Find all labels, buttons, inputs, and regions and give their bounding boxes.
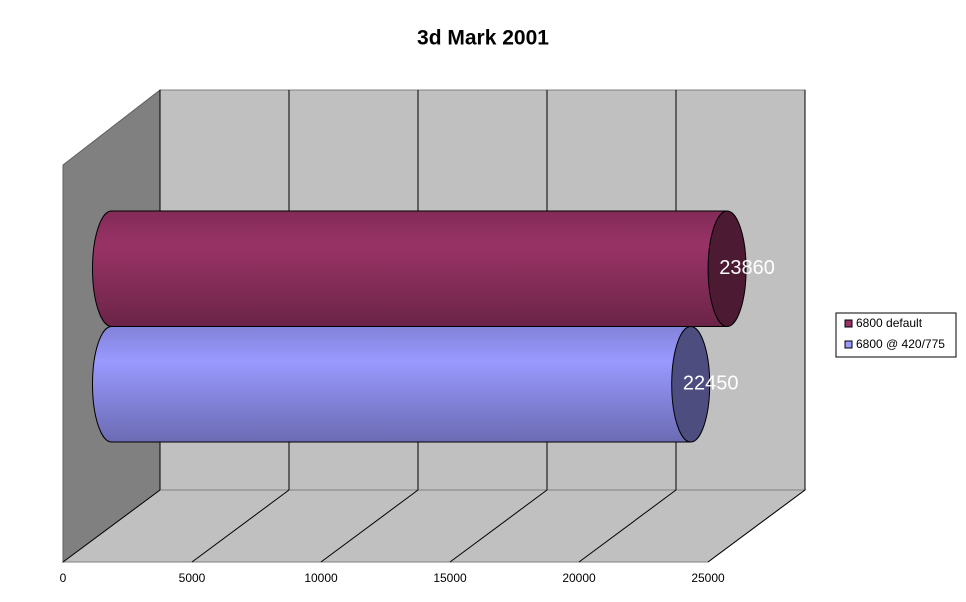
- data-label: 23860: [719, 257, 775, 279]
- grid-line: [62, 489, 161, 563]
- legend-swatch: [844, 340, 853, 349]
- data-label: 22450: [683, 373, 739, 395]
- legend-label: 6800 default: [856, 316, 923, 330]
- bar: [92, 326, 711, 443]
- x-tick-label: 0: [60, 571, 67, 585]
- grid-line: [191, 489, 290, 563]
- bar: [92, 210, 747, 327]
- x-tick-label: 20000: [562, 571, 596, 585]
- chart-title: 3d Mark 2001: [417, 27, 549, 50]
- x-tick-label: 25000: [691, 571, 725, 585]
- x-tick-label: 10000: [304, 571, 338, 585]
- x-tick-label: 15000: [433, 571, 467, 585]
- grid-line: [449, 489, 548, 563]
- grid-line: [707, 489, 806, 563]
- legend-swatch: [844, 319, 853, 328]
- legend: [835, 312, 957, 358]
- grid-line: [320, 489, 419, 563]
- floor: [61, 489, 807, 563]
- legend-label: 6800 @ 420/775: [856, 337, 945, 351]
- grid-line: [578, 489, 677, 563]
- x-tick-label: 5000: [179, 571, 206, 585]
